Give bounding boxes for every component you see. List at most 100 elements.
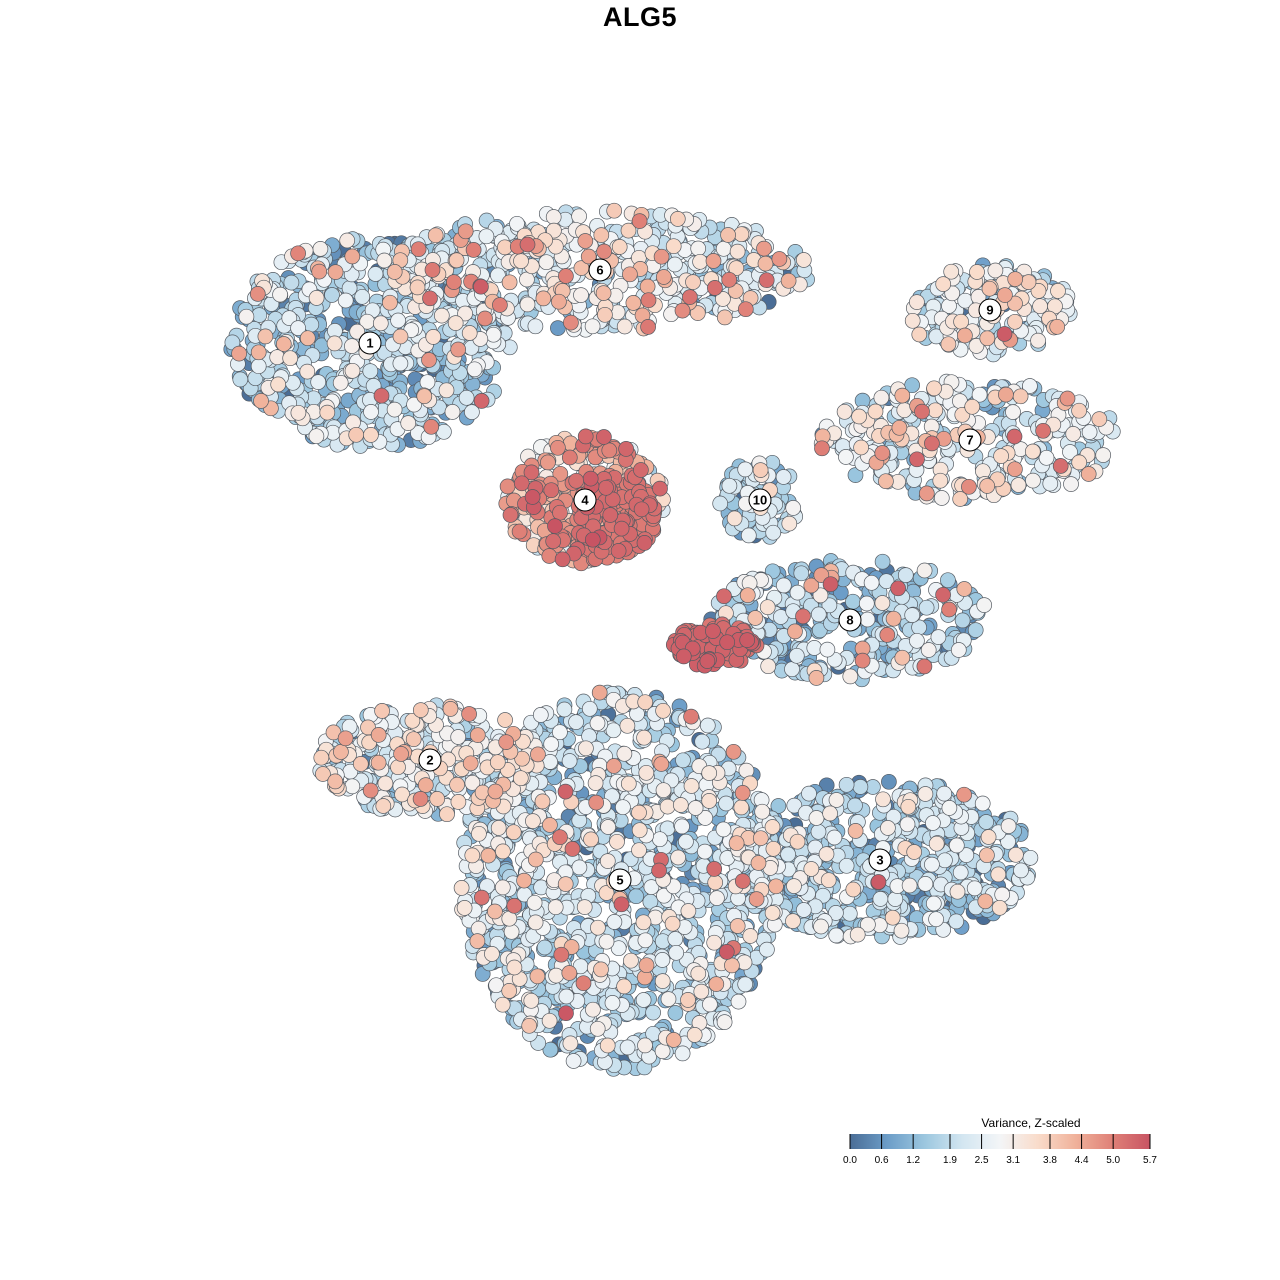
- cell-point: [553, 946, 570, 963]
- cell-point: [760, 658, 777, 675]
- cell-point: [377, 775, 394, 792]
- cell-point: [655, 269, 672, 285]
- cell-point: [547, 518, 563, 534]
- cell-point: [532, 707, 549, 723]
- cell-point: [771, 251, 788, 267]
- cell-point: [480, 847, 497, 864]
- cell-point: [257, 328, 274, 345]
- cell-point: [568, 714, 584, 730]
- cluster-label-1: 1: [358, 331, 382, 355]
- cell-point: [545, 533, 562, 550]
- cell-point: [692, 253, 708, 270]
- cell-point: [575, 975, 592, 992]
- cell-point: [527, 851, 544, 868]
- cell-point: [619, 717, 636, 734]
- cell-point: [874, 553, 891, 570]
- cell-point: [842, 668, 859, 685]
- cell-point: [638, 764, 655, 781]
- cell-point: [705, 253, 722, 269]
- cell-point: [707, 280, 723, 296]
- colorbar-tick-label: 4.4: [1075, 1155, 1089, 1166]
- cell-point: [701, 793, 718, 809]
- cell-point: [814, 440, 830, 457]
- cell-point: [1010, 477, 1027, 493]
- cell-point: [332, 374, 349, 391]
- colorbar-tick-label: 1.9: [943, 1155, 957, 1166]
- cell-point: [238, 308, 255, 325]
- cell-point: [581, 700, 598, 717]
- cell-point: [748, 891, 765, 907]
- cell-point: [587, 775, 604, 791]
- cell-point: [513, 475, 530, 492]
- colorbar-tick-label: 3.1: [1006, 1155, 1020, 1166]
- cell-point: [427, 227, 444, 244]
- cell-point: [836, 403, 853, 420]
- cluster-label-text: 2: [426, 753, 433, 768]
- colorbar-tick-label: 1.2: [906, 1155, 920, 1166]
- cell-point: [974, 795, 991, 812]
- cell-point: [446, 274, 462, 290]
- cell-point: [781, 515, 798, 532]
- cell-point: [981, 280, 998, 297]
- cell-point: [339, 232, 356, 249]
- cluster-label-text: 6: [596, 263, 603, 278]
- cell-point: [582, 470, 599, 487]
- cell-point: [561, 965, 578, 981]
- cell-point: [512, 770, 529, 787]
- cell-point: [917, 876, 934, 892]
- cell-point: [847, 797, 863, 814]
- cell-point: [750, 855, 767, 871]
- cell-point: [715, 821, 732, 838]
- cell-point: [675, 648, 692, 665]
- cell-point: [879, 627, 896, 643]
- cell-point: [930, 629, 947, 645]
- cell-point: [519, 271, 535, 288]
- cell-point: [858, 595, 875, 612]
- cell-point: [637, 694, 654, 711]
- cell-point: [563, 314, 579, 331]
- cell-point: [810, 606, 827, 623]
- cell-point: [940, 336, 957, 353]
- cell-point: [979, 478, 996, 494]
- cell-point: [872, 891, 889, 907]
- cell-point: [390, 312, 406, 329]
- cell-point: [523, 992, 540, 1009]
- cell-point: [765, 840, 782, 857]
- cell-point: [854, 652, 871, 669]
- cell-point: [416, 388, 433, 405]
- cell-point: [909, 294, 925, 310]
- cell-point: [651, 862, 667, 879]
- cell-point: [609, 833, 625, 850]
- cell-point: [363, 404, 379, 420]
- cell-point: [631, 804, 647, 821]
- cell-point: [653, 756, 670, 772]
- cell-point: [674, 1045, 691, 1062]
- cell-point: [873, 389, 890, 406]
- cell-point: [558, 268, 574, 284]
- points-layer: [223, 202, 1121, 1077]
- cell-point: [739, 587, 756, 604]
- cell-point: [734, 785, 751, 801]
- chart-title: ALG5: [602, 2, 677, 32]
- cell-point: [957, 327, 973, 344]
- cell-point: [597, 306, 613, 323]
- cell-point: [734, 873, 751, 889]
- cell-point: [707, 874, 724, 891]
- cell-point: [1012, 388, 1029, 405]
- cell-point: [690, 965, 707, 982]
- cell-point: [740, 527, 757, 544]
- cell-point: [810, 823, 827, 840]
- cell-point: [312, 241, 329, 257]
- cell-point: [752, 462, 769, 478]
- cell-point: [633, 462, 649, 478]
- cluster-label-9: 9: [978, 298, 1002, 322]
- cell-point: [367, 266, 384, 282]
- cell-point: [487, 903, 503, 920]
- cell-point: [941, 800, 958, 816]
- cell-point: [275, 336, 292, 352]
- cell-point: [417, 777, 434, 793]
- cell-point: [941, 601, 957, 618]
- cell-point: [784, 661, 800, 678]
- cell-point: [495, 843, 511, 860]
- cell-point: [884, 909, 901, 926]
